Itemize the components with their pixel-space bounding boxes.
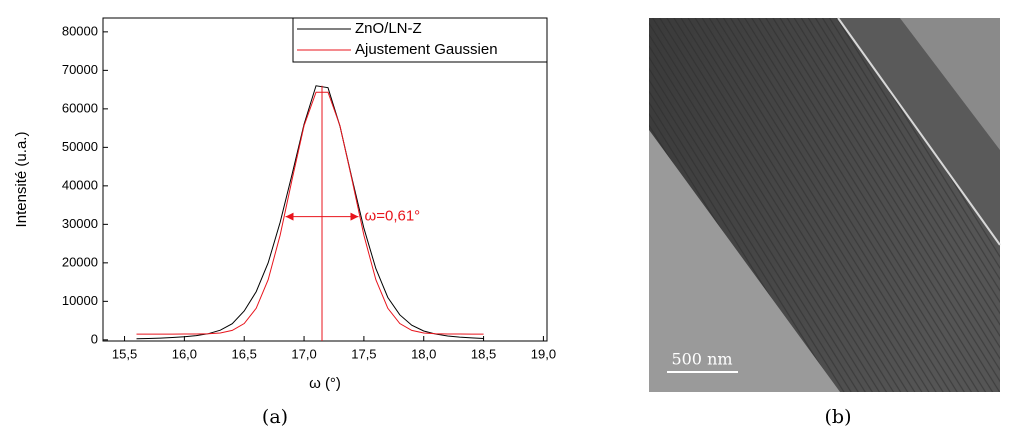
- x-tick-label: 17,0: [291, 346, 316, 361]
- y-tick-label: 0: [91, 331, 98, 346]
- y-tick-label: 20000: [62, 254, 98, 269]
- x-tick-label: 16,5: [232, 346, 257, 361]
- caption: (a): [262, 406, 288, 428]
- y-tick-label: 40000: [62, 177, 98, 192]
- x-axis-title: ω (°): [309, 375, 341, 392]
- x-tick-label: 18,5: [471, 346, 496, 361]
- y-tick-label: 50000: [62, 139, 98, 154]
- y-tick-label: 10000: [62, 293, 98, 308]
- legend-label: ZnO/LN-Z: [355, 20, 422, 37]
- y-axis-title: Intensité (u.a.): [13, 132, 30, 228]
- tem-image: 500 nm: [649, 17, 1001, 392]
- series-line: [136, 91, 484, 335]
- legend-label: Ajustement Gaussien: [355, 41, 498, 58]
- x-tick-label: 18,0: [411, 346, 436, 361]
- arrow-head: [285, 212, 294, 221]
- annotation: ω=0,61°: [365, 208, 421, 225]
- y-tick-label: 60000: [62, 100, 98, 115]
- caption: (b): [825, 406, 852, 428]
- top-region: [900, 18, 1000, 150]
- x-tick-label: 16,0: [172, 346, 197, 361]
- y-tick-label: 30000: [62, 216, 98, 231]
- substrate: [649, 130, 840, 392]
- y-tick-label: 80000: [62, 23, 98, 38]
- x-tick-label: 19,0: [531, 346, 556, 361]
- plot-frame: [102, 17, 548, 342]
- arrow-head: [350, 212, 359, 221]
- film-texture: [649, 18, 1000, 392]
- series-line: [136, 85, 484, 340]
- interface: [837, 17, 1001, 246]
- y-tick-label: 70000: [62, 62, 98, 77]
- scale-label: 500 nm: [671, 350, 732, 369]
- legend-box: [292, 17, 548, 63]
- x-tick-label: 17,5: [351, 346, 376, 361]
- x-tick-label: 15,5: [112, 346, 137, 361]
